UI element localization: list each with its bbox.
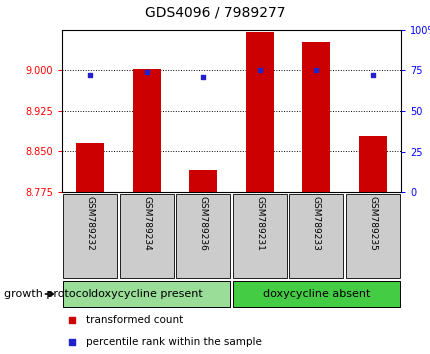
Point: [143, 69, 150, 75]
Text: GSM789235: GSM789235: [367, 196, 376, 251]
Bar: [345, 194, 399, 278]
Bar: [63, 194, 117, 278]
Bar: [63, 281, 230, 307]
Text: percentile rank within the sample: percentile rank within the sample: [86, 337, 261, 348]
Point: [86, 73, 93, 78]
Text: GSM789231: GSM789231: [255, 196, 264, 251]
Text: GSM789236: GSM789236: [198, 196, 207, 251]
Bar: [245, 32, 273, 192]
Text: doxycycline absent: doxycycline absent: [262, 289, 369, 299]
Text: GDS4096 / 7989277: GDS4096 / 7989277: [145, 5, 285, 19]
Bar: [358, 136, 386, 192]
Point: [68, 340, 75, 346]
Text: GSM789234: GSM789234: [142, 196, 151, 251]
Bar: [132, 69, 160, 192]
Bar: [232, 194, 286, 278]
Bar: [301, 42, 330, 192]
Text: growth protocol: growth protocol: [4, 289, 92, 299]
Point: [369, 73, 375, 78]
Point: [200, 74, 206, 80]
Text: GSM789233: GSM789233: [311, 196, 320, 251]
Bar: [289, 194, 343, 278]
Text: doxycycline present: doxycycline present: [91, 289, 202, 299]
Bar: [232, 281, 399, 307]
Bar: [189, 170, 217, 192]
Bar: [120, 194, 173, 278]
Text: transformed count: transformed count: [86, 315, 183, 325]
Bar: [176, 194, 230, 278]
Text: GSM789232: GSM789232: [86, 196, 95, 251]
Point: [256, 68, 263, 73]
Point: [68, 318, 75, 323]
Bar: [76, 143, 104, 192]
Point: [312, 68, 319, 73]
